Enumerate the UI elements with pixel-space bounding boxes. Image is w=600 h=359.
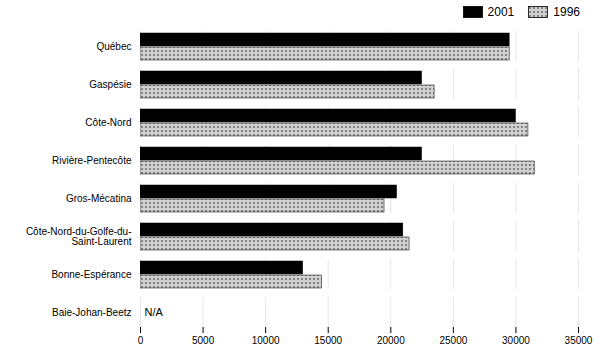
svg-text:10000: 10000 [252,335,280,346]
svg-text:Côte-Nord: Côte-Nord [85,117,131,128]
svg-text:Baie-Johan-Beetz: Baie-Johan-Beetz [52,307,132,318]
svg-text:0: 0 [138,335,144,346]
svg-text:5000: 5000 [192,335,215,346]
svg-text:30000: 30000 [502,335,530,346]
svg-text:Gros-Mécatina: Gros-Mécatina [66,193,132,204]
html-text:2001: 2001 [487,5,515,19]
svg-text:25000: 25000 [439,335,467,346]
html-text:1996: 1996 [553,5,580,19]
svg-text:Bonne-Espérance: Bonne-Espérance [51,269,131,280]
svg-text:Côte-Nord-du-Golfe-du-Saint-La: Côte-Nord-du-Golfe-du-Saint-Laurent [26,226,132,247]
svg-text:Rivière-Pentecôte: Rivière-Pentecôte [52,155,132,166]
svg-text:N/A: N/A [145,306,164,318]
svg-text:Gaspésie: Gaspésie [89,79,132,90]
svg-text:15000: 15000 [314,335,342,346]
svg-text:20000: 20000 [377,335,405,346]
svg-text:Québec: Québec [96,41,131,52]
svg-text:35000: 35000 [565,335,593,346]
